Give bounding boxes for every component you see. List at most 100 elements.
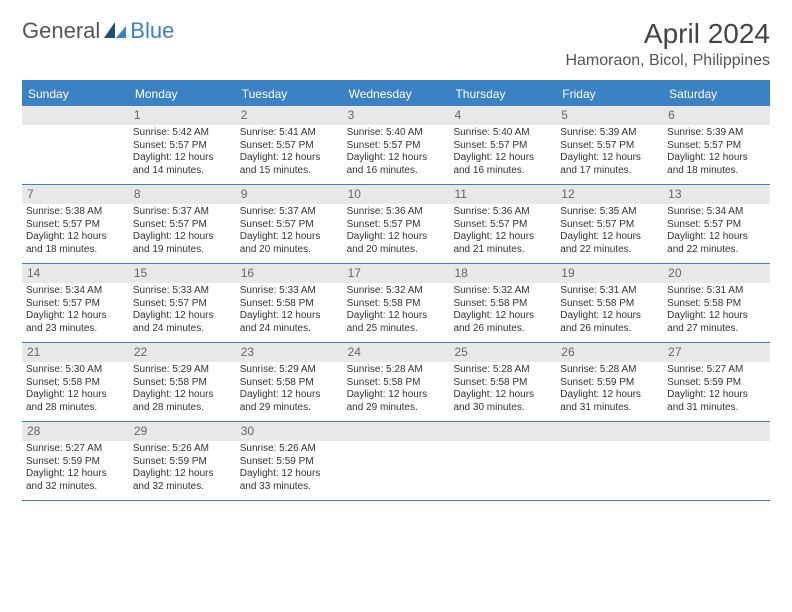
day-sr: Sunrise: 5:34 AM: [26, 285, 125, 298]
day-d1: Daylight: 12 hours: [133, 310, 232, 323]
day-body: Sunrise: 5:26 AMSunset: 5:59 PMDaylight:…: [236, 441, 343, 497]
day-number: 5: [556, 106, 663, 125]
day-body: Sunrise: 5:34 AMSunset: 5:57 PMDaylight:…: [22, 283, 129, 339]
day-d1: Daylight: 12 hours: [240, 468, 339, 481]
day-cell: 4Sunrise: 5:40 AMSunset: 5:57 PMDaylight…: [449, 106, 556, 184]
day-body: Sunrise: 5:42 AMSunset: 5:57 PMDaylight:…: [129, 125, 236, 181]
day-d2: and 27 minutes.: [667, 323, 766, 336]
day-body: Sunrise: 5:27 AMSunset: 5:59 PMDaylight:…: [663, 362, 770, 418]
day-cell: [663, 422, 770, 500]
day-ss: Sunset: 5:58 PM: [26, 377, 125, 390]
day-sr: Sunrise: 5:27 AM: [26, 443, 125, 456]
day-number: 1: [129, 106, 236, 125]
day-cell: 15Sunrise: 5:33 AMSunset: 5:57 PMDayligh…: [129, 264, 236, 342]
day-ss: Sunset: 5:59 PM: [667, 377, 766, 390]
day-d1: Daylight: 12 hours: [347, 231, 446, 244]
day-body: Sunrise: 5:39 AMSunset: 5:57 PMDaylight:…: [663, 125, 770, 181]
day-cell: 13Sunrise: 5:34 AMSunset: 5:57 PMDayligh…: [663, 185, 770, 263]
day-sr: Sunrise: 5:28 AM: [453, 364, 552, 377]
day-sr: Sunrise: 5:34 AM: [667, 206, 766, 219]
day-cell: 19Sunrise: 5:31 AMSunset: 5:58 PMDayligh…: [556, 264, 663, 342]
calendar: SundayMondayTuesdayWednesdayThursdayFrid…: [22, 80, 770, 501]
day-d1: Daylight: 12 hours: [240, 152, 339, 165]
day-ss: Sunset: 5:59 PM: [133, 456, 232, 469]
weekday-header-row: SundayMondayTuesdayWednesdayThursdayFrid…: [22, 82, 770, 106]
day-body: Sunrise: 5:28 AMSunset: 5:59 PMDaylight:…: [556, 362, 663, 418]
day-ss: Sunset: 5:57 PM: [667, 219, 766, 232]
day-d2: and 23 minutes.: [26, 323, 125, 336]
day-body: Sunrise: 5:36 AMSunset: 5:57 PMDaylight:…: [343, 204, 450, 260]
day-d2: and 32 minutes.: [26, 481, 125, 494]
day-number: 15: [129, 264, 236, 283]
day-body: Sunrise: 5:29 AMSunset: 5:58 PMDaylight:…: [129, 362, 236, 418]
weekday-header: Tuesday: [236, 82, 343, 106]
day-d2: and 16 minutes.: [453, 165, 552, 178]
day-number: 30: [236, 422, 343, 441]
day-d2: and 29 minutes.: [347, 402, 446, 415]
day-d2: and 20 minutes.: [240, 244, 339, 257]
day-cell: [343, 422, 450, 500]
week-row: 28Sunrise: 5:27 AMSunset: 5:59 PMDayligh…: [22, 422, 770, 501]
day-ss: Sunset: 5:58 PM: [560, 298, 659, 311]
day-sr: Sunrise: 5:28 AM: [347, 364, 446, 377]
day-number: [449, 422, 556, 441]
day-number: 7: [22, 185, 129, 204]
day-cell: 26Sunrise: 5:28 AMSunset: 5:59 PMDayligh…: [556, 343, 663, 421]
day-sr: Sunrise: 5:36 AM: [347, 206, 446, 219]
day-ss: Sunset: 5:57 PM: [240, 219, 339, 232]
day-d1: Daylight: 12 hours: [453, 389, 552, 402]
day-d2: and 24 minutes.: [133, 323, 232, 336]
day-ss: Sunset: 5:57 PM: [26, 298, 125, 311]
day-ss: Sunset: 5:57 PM: [133, 140, 232, 153]
day-sr: Sunrise: 5:39 AM: [667, 127, 766, 140]
day-number: 22: [129, 343, 236, 362]
day-sr: Sunrise: 5:29 AM: [240, 364, 339, 377]
day-ss: Sunset: 5:57 PM: [453, 219, 552, 232]
day-d2: and 25 minutes.: [347, 323, 446, 336]
day-d1: Daylight: 12 hours: [667, 152, 766, 165]
day-sr: Sunrise: 5:26 AM: [240, 443, 339, 456]
day-number: [343, 422, 450, 441]
day-cell: 1Sunrise: 5:42 AMSunset: 5:57 PMDaylight…: [129, 106, 236, 184]
day-d2: and 24 minutes.: [240, 323, 339, 336]
page-header: General Blue April 2024 Hamoraon, Bicol,…: [22, 18, 770, 70]
day-sr: Sunrise: 5:38 AM: [26, 206, 125, 219]
day-body: Sunrise: 5:26 AMSunset: 5:59 PMDaylight:…: [129, 441, 236, 497]
day-body: Sunrise: 5:32 AMSunset: 5:58 PMDaylight:…: [343, 283, 450, 339]
day-d1: Daylight: 12 hours: [347, 310, 446, 323]
weekday-header: Thursday: [449, 82, 556, 106]
day-body: Sunrise: 5:37 AMSunset: 5:57 PMDaylight:…: [236, 204, 343, 260]
day-number: 19: [556, 264, 663, 283]
day-cell: 8Sunrise: 5:37 AMSunset: 5:57 PMDaylight…: [129, 185, 236, 263]
day-cell: 30Sunrise: 5:26 AMSunset: 5:59 PMDayligh…: [236, 422, 343, 500]
day-sr: Sunrise: 5:42 AM: [133, 127, 232, 140]
day-body: Sunrise: 5:36 AMSunset: 5:57 PMDaylight:…: [449, 204, 556, 260]
day-sr: Sunrise: 5:37 AM: [240, 206, 339, 219]
day-number: 21: [22, 343, 129, 362]
day-ss: Sunset: 5:59 PM: [26, 456, 125, 469]
day-ss: Sunset: 5:58 PM: [240, 377, 339, 390]
day-ss: Sunset: 5:58 PM: [453, 377, 552, 390]
day-cell: 7Sunrise: 5:38 AMSunset: 5:57 PMDaylight…: [22, 185, 129, 263]
day-d1: Daylight: 12 hours: [240, 389, 339, 402]
day-ss: Sunset: 5:57 PM: [453, 140, 552, 153]
day-number: 8: [129, 185, 236, 204]
day-d1: Daylight: 12 hours: [667, 310, 766, 323]
day-number: [22, 106, 129, 125]
day-cell: 22Sunrise: 5:29 AMSunset: 5:58 PMDayligh…: [129, 343, 236, 421]
day-cell: 24Sunrise: 5:28 AMSunset: 5:58 PMDayligh…: [343, 343, 450, 421]
day-sr: Sunrise: 5:29 AM: [133, 364, 232, 377]
day-number: 17: [343, 264, 450, 283]
day-number: 3: [343, 106, 450, 125]
day-d2: and 20 minutes.: [347, 244, 446, 257]
day-d2: and 18 minutes.: [26, 244, 125, 257]
day-body: Sunrise: 5:37 AMSunset: 5:57 PMDaylight:…: [129, 204, 236, 260]
day-sr: Sunrise: 5:31 AM: [560, 285, 659, 298]
day-number: 10: [343, 185, 450, 204]
location-subtitle: Hamoraon, Bicol, Philippines: [565, 52, 770, 70]
day-ss: Sunset: 5:59 PM: [240, 456, 339, 469]
day-cell: [449, 422, 556, 500]
day-d2: and 26 minutes.: [453, 323, 552, 336]
day-d2: and 22 minutes.: [667, 244, 766, 257]
day-ss: Sunset: 5:57 PM: [133, 219, 232, 232]
